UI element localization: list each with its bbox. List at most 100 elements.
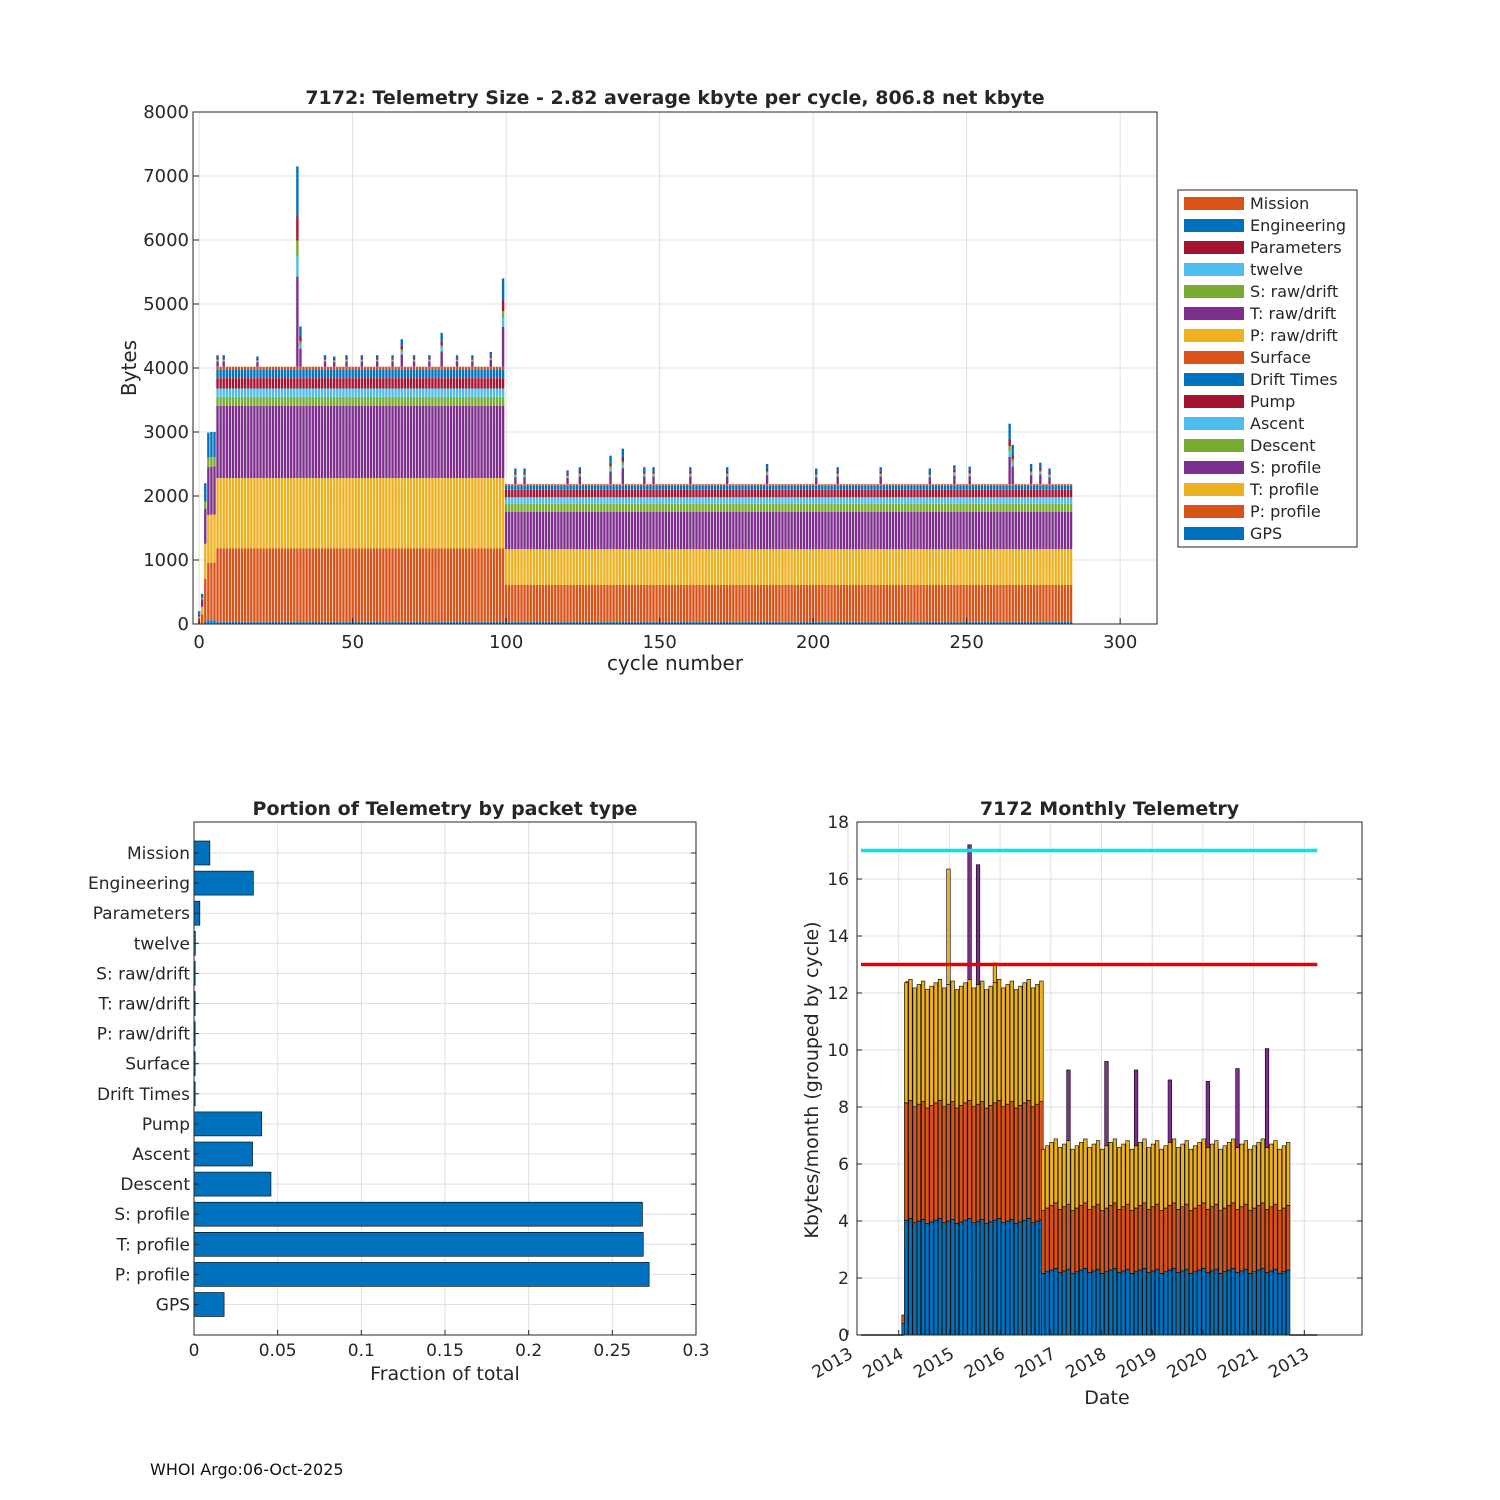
bar-segment <box>256 362 259 367</box>
bar-segment <box>259 388 262 397</box>
month-bar-segment <box>1286 1269 1291 1336</box>
bar-segment <box>234 388 238 397</box>
bar-segment <box>636 622 640 624</box>
bar-segment <box>741 489 744 498</box>
bar-segment <box>305 622 308 624</box>
bar-segment <box>815 472 818 475</box>
bar-segment <box>535 503 539 512</box>
bar-segment <box>437 396 440 406</box>
bar-segment <box>259 378 262 389</box>
bar-segment <box>363 622 367 624</box>
bar-segment <box>434 396 437 406</box>
bar-segment <box>765 622 769 624</box>
bar-segment <box>400 548 403 623</box>
bar-segment <box>759 484 763 486</box>
bar-segment <box>345 355 348 359</box>
month-bar-segment <box>1053 1138 1058 1204</box>
bar-segment <box>391 355 394 359</box>
bar-segment <box>336 478 339 549</box>
bar-segment <box>382 622 385 624</box>
bar-segment <box>931 485 935 490</box>
bar-segment <box>363 388 367 397</box>
bar-segment <box>667 622 671 624</box>
bar-segment <box>719 485 723 490</box>
bar-segment <box>597 512 600 550</box>
month-bar-segment <box>1210 1143 1215 1208</box>
bar-segment <box>830 485 833 490</box>
bar-segment <box>455 360 459 362</box>
bar-segment <box>735 584 738 623</box>
bar-segment <box>483 388 486 397</box>
x-tick-label: 200 <box>796 632 830 653</box>
bar-segment <box>253 388 256 397</box>
bar-segment <box>520 484 523 486</box>
bar-segment <box>274 377 278 379</box>
bar-segment <box>636 497 640 504</box>
bar-segment <box>741 497 744 504</box>
bar-segment <box>664 503 667 512</box>
bar-segment <box>974 512 978 550</box>
bar-segment <box>940 512 944 550</box>
bar-segment <box>280 369 284 378</box>
bar-segment <box>1002 485 1005 490</box>
bar-segment <box>495 377 499 379</box>
bar-segment <box>262 366 265 370</box>
bar-segment <box>686 485 689 490</box>
bar-segment <box>1039 497 1042 504</box>
y-tick-label: 10 <box>827 1041 849 1061</box>
bar-segment <box>259 478 262 549</box>
month-bar-segment <box>1083 1138 1088 1204</box>
bar-segment <box>643 549 646 585</box>
bar-segment <box>652 549 655 585</box>
bar-segment <box>1036 489 1039 498</box>
bar-segment <box>293 369 296 378</box>
bar-segment <box>765 484 769 486</box>
bar-segment <box>695 497 698 504</box>
bar-segment <box>422 377 425 379</box>
bar-segment <box>425 548 428 623</box>
bar-segment <box>461 388 465 397</box>
bar-segment <box>910 497 913 504</box>
bar-segment <box>511 503 514 512</box>
bar-segment <box>213 514 216 563</box>
bar-segment <box>569 584 572 623</box>
bar-segment <box>305 396 308 406</box>
bar-segment <box>854 503 858 512</box>
bar-segment <box>333 377 336 379</box>
bar-segment <box>811 549 815 585</box>
bar-segment <box>692 503 695 512</box>
legend-label: twelve <box>1250 260 1303 279</box>
bar-segment <box>956 484 959 486</box>
bar-segment <box>615 484 618 486</box>
bar-segment <box>271 377 275 379</box>
month-bar-segment <box>1180 1270 1185 1336</box>
bar-segment <box>821 584 824 623</box>
bar-segment <box>213 456 216 467</box>
bar-segment <box>664 512 667 550</box>
bar-segment <box>695 622 698 624</box>
bar-segment <box>1036 512 1039 550</box>
bar-segment <box>422 369 425 378</box>
y-tick-label: 2000 <box>143 486 189 507</box>
bar-segment <box>434 388 437 397</box>
bar-segment <box>428 359 431 361</box>
bar-segment <box>1057 485 1060 490</box>
bar-segment <box>778 622 781 624</box>
bar-segment <box>759 549 763 585</box>
bar-segment <box>474 405 477 479</box>
bar-segment <box>808 497 812 504</box>
bar-segment <box>455 369 459 378</box>
bar-segment <box>382 378 385 389</box>
bar-segment <box>1069 584 1073 623</box>
bar-segment <box>643 489 646 498</box>
bar-segment <box>385 396 388 406</box>
bar-segment <box>333 388 336 397</box>
bar-segment <box>1005 497 1008 504</box>
bar-segment <box>851 549 855 585</box>
bar-segment <box>980 512 984 550</box>
bar-segment <box>360 377 364 379</box>
bar-segment <box>876 485 879 490</box>
month-bar-segment <box>1045 1207 1050 1273</box>
bar-segment <box>606 549 609 585</box>
bar-segment <box>265 405 268 479</box>
